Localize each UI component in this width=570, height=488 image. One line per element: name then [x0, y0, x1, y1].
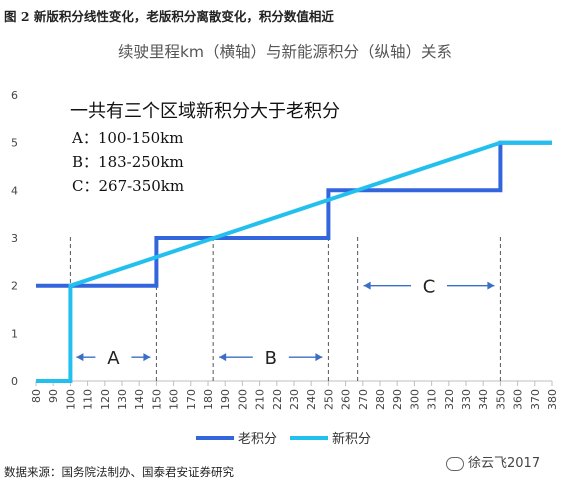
y-tick-label: 6: [11, 89, 18, 102]
y-tick-label: 5: [11, 137, 18, 150]
x-tick-label: 170: [185, 389, 198, 410]
region-label: A: [107, 348, 120, 369]
region-annotations: A B C: [76, 277, 495, 369]
x-tick-label: 320: [443, 389, 456, 410]
series-layer: [36, 140, 552, 383]
x-tick-label: 340: [477, 389, 490, 410]
x-tick-label: 380: [546, 389, 559, 410]
x-tick-label: 330: [460, 389, 473, 410]
series-line-new-points: [36, 140, 552, 383]
x-tick-label: 280: [374, 389, 387, 410]
y-tick-label: 4: [11, 184, 18, 197]
source-note: 数据来源：国务院法制办、国泰君安证券研究: [4, 465, 234, 479]
region-arrowhead-right: [315, 353, 323, 362]
annotation-text: 一共有三个区域新积分大于老积分 A：100-150km B：183-250km C：2…: [70, 101, 340, 195]
watermark: 徐云飞2017: [446, 452, 540, 471]
region-label: C: [423, 277, 436, 298]
x-tick-label: 130: [116, 389, 129, 410]
legend: 老积分 新积分: [196, 431, 371, 447]
x-tick-label: 140: [133, 389, 146, 410]
axes-layer: 80 90 100 110 120 130 140 150 160 170 180 190 200 210…: [11, 89, 559, 410]
x-tick-label: 160: [168, 389, 181, 410]
x-tick-label: 150: [150, 389, 163, 410]
annotation-range-line: C：267-350km: [72, 177, 184, 195]
x-tick-label: 100: [64, 389, 77, 410]
y-tick-label: 3: [11, 232, 18, 245]
x-tick-label: 180: [202, 389, 215, 410]
dashed-guides: [69, 235, 501, 381]
x-tick-label: 90: [47, 389, 60, 403]
y-tick-label: 0: [11, 375, 18, 388]
x-tick-label: 120: [99, 389, 112, 410]
x-tick-label: 260: [340, 389, 353, 410]
x-tick-label: 200: [236, 389, 249, 410]
x-tick-label: 300: [408, 389, 421, 410]
region-arrowhead-left: [219, 353, 227, 362]
y-tick-label: 2: [11, 280, 18, 293]
figure-title: 图 2 新版积分线性变化，老版积分离散变化，积分数值相近: [4, 9, 334, 24]
region-arrowhead-left: [363, 281, 371, 290]
x-tick-label: 240: [305, 389, 318, 410]
x-tick-label: 250: [322, 389, 335, 410]
x-tick-label: 220: [271, 389, 284, 410]
x-tick-label: 80: [30, 389, 43, 403]
legend-label: 老积分: [238, 432, 277, 447]
x-tick-label: 350: [494, 389, 507, 410]
x-tick-label: 270: [357, 389, 370, 410]
x-tick-label: 310: [426, 389, 439, 410]
legend-label: 新积分: [332, 431, 371, 447]
chart-title: 续驶里程km（横轴）与新能源积分（纵轴）关系: [117, 43, 453, 61]
annotation-heading: 一共有三个区域新积分大于老积分: [70, 101, 340, 122]
series-line-old-points: [36, 140, 552, 288]
x-tick-label: 190: [219, 389, 232, 410]
x-tick-label: 230: [288, 389, 301, 410]
x-tick-label: 110: [82, 389, 95, 410]
region-arrowhead-right: [143, 353, 151, 362]
y-tick-label: 1: [11, 327, 18, 340]
annotation-range-line: A：100-150km: [71, 129, 183, 147]
region-arrowhead-right: [487, 281, 495, 290]
x-tick-label: 210: [254, 389, 267, 410]
x-tick-label: 290: [391, 389, 404, 410]
x-tick-label: 370: [529, 389, 542, 410]
x-tick-label: 360: [512, 389, 525, 410]
annotation-range-line: B：183-250km: [72, 153, 184, 171]
wechat-icon: [446, 456, 464, 471]
region-label: B: [265, 348, 277, 369]
region-arrowhead-left: [76, 353, 84, 362]
watermark-text: 徐云飞2017: [468, 456, 541, 471]
